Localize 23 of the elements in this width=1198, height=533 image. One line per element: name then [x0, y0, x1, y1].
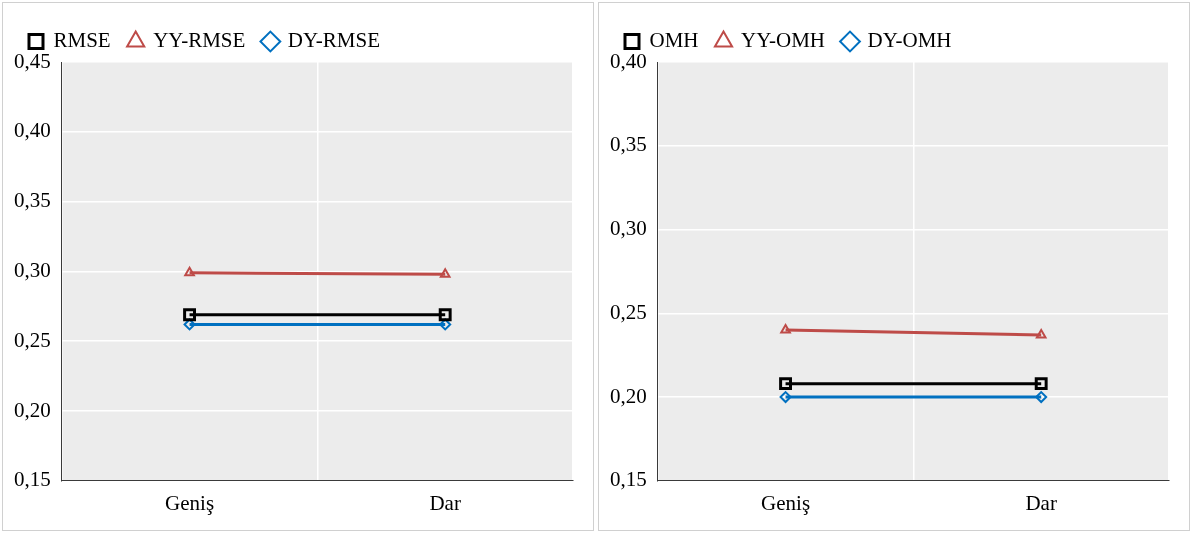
y-tick-label: 0,40 — [610, 48, 647, 73]
x-tick-label: Geniş — [761, 490, 811, 515]
y-tick-label: 0,25 — [610, 299, 647, 324]
legend-label: DY-RMSE — [287, 28, 381, 53]
legend-label: DY-OMH — [867, 28, 952, 53]
y-tick-label: 0,45 — [14, 48, 51, 73]
legend-label: OMH — [649, 28, 699, 53]
x-tick-label: Geniş — [165, 490, 215, 515]
legend-label: YY-OMH — [741, 28, 825, 53]
y-tick-label: 0,20 — [14, 397, 51, 422]
y-tick-label: 0,25 — [14, 327, 51, 352]
y-tick-label: 0,30 — [14, 257, 51, 282]
y-tick-label: 0,20 — [610, 383, 647, 408]
legend-label: YY-RMSE — [153, 28, 246, 53]
y-tick-label: 0,40 — [14, 118, 51, 143]
y-tick-label: 0,15 — [610, 467, 647, 492]
y-tick-label: 0,35 — [14, 188, 51, 213]
y-tick-label: 0,35 — [610, 132, 647, 157]
x-tick-label: Dar — [1025, 490, 1057, 515]
y-tick-label: 0,15 — [14, 467, 51, 492]
legend-label: RMSE — [53, 28, 111, 53]
x-tick-label: Dar — [429, 490, 461, 515]
y-tick-label: 0,30 — [610, 216, 647, 241]
